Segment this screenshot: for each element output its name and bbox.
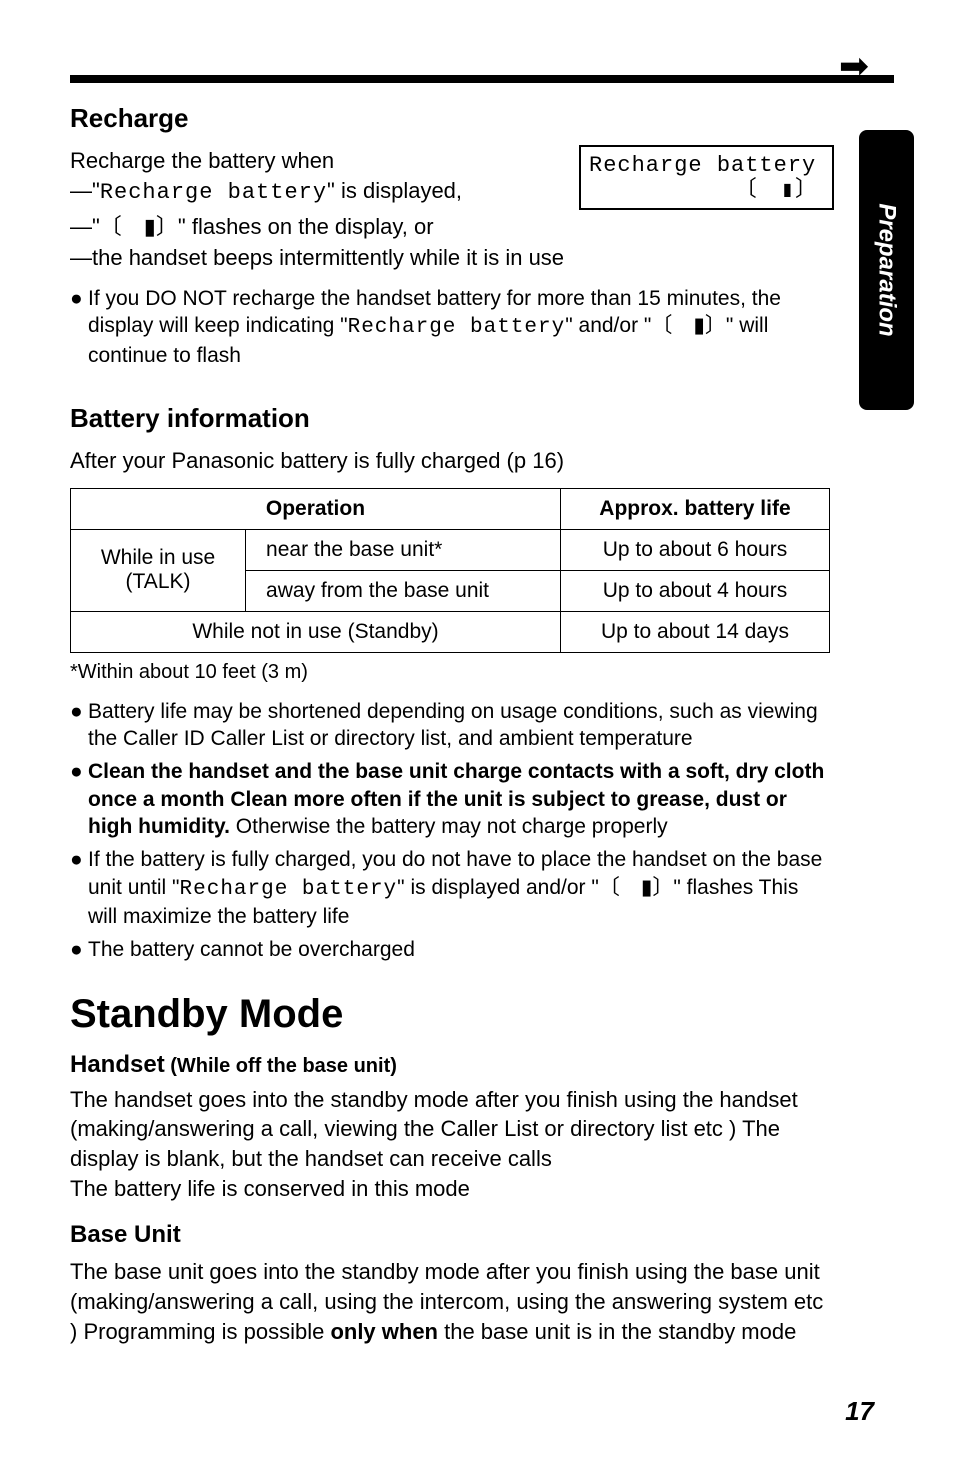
bullet-icon: ●: [70, 698, 88, 753]
cell-away-base: away from the base unit: [246, 570, 561, 611]
battery-note-2: Clean the handset and the base unit char…: [88, 758, 830, 840]
section-tab: Preparation: [859, 130, 914, 410]
handset-body: The handset goes into the standby mode a…: [70, 1085, 830, 1204]
text: the base unit is in the standby mode: [438, 1319, 796, 1344]
bullet-icon: ●: [70, 846, 88, 930]
page-content: Preparation Recharge battery 〔 ▮〕 Rechar…: [0, 0, 954, 1404]
recharge-cond-2: —"〔 ▮〕" flashes on the display, or: [70, 209, 830, 241]
battery-note-3: If the battery is fully charged, you do …: [88, 846, 830, 930]
page-number: 17: [845, 1396, 874, 1427]
th-operation: Operation: [71, 488, 561, 529]
text: —": [70, 178, 100, 203]
table-row: Operation Approx. battery life: [71, 488, 830, 529]
cell-14-days: Up to about 14 days: [560, 611, 829, 652]
bold-text: only when: [330, 1319, 438, 1344]
bullet-icon: ●: [70, 285, 88, 369]
next-page-arrow-icon: ➡: [839, 45, 869, 87]
cell-4-hours: Up to about 4 hours: [560, 570, 829, 611]
recharge-note-text: If you DO NOT recharge the handset batte…: [88, 285, 830, 369]
cell-while-in-use: While in use (TALK): [71, 529, 246, 611]
cell-standby: While not in use (Standby): [71, 611, 561, 652]
text: Handset: [70, 1051, 165, 1078]
paren-text: (While off the base unit): [165, 1055, 397, 1077]
handset-subheading: Handset (While off the base unit): [70, 1051, 830, 1079]
base-unit-body: The base unit goes into the standby mode…: [70, 1257, 830, 1346]
lcd-display-box: Recharge battery 〔 ▮〕: [579, 145, 834, 210]
recharge-note: ● If you DO NOT recharge the handset bat…: [70, 285, 830, 369]
battery-notes: ● Battery life may be shortened dependin…: [70, 698, 830, 964]
section-tab-label: Preparation: [873, 203, 901, 336]
battery-heading: Battery information: [70, 403, 830, 434]
battery-note-4: The battery cannot be overcharged: [88, 936, 830, 963]
bullet-icon: ●: [70, 758, 88, 840]
battery-life-table: Operation Approx. battery life While in …: [70, 488, 830, 653]
battery-note-1: Battery life may be shortened depending …: [88, 698, 830, 753]
mono-text: Recharge battery: [180, 878, 398, 901]
recharge-heading: Recharge: [70, 103, 830, 134]
base-unit-subheading: Base Unit: [70, 1221, 830, 1249]
th-life: Approx. battery life: [560, 488, 829, 529]
cell-near-base: near the base unit*: [246, 529, 561, 570]
mono-text: Recharge battery: [348, 316, 566, 339]
text: Otherwise the battery may not charge pro…: [230, 815, 668, 838]
divider: [70, 75, 894, 83]
standby-heading: Standby Mode: [70, 992, 830, 1037]
table-row: While not in use (Standby) Up to about 1…: [71, 611, 830, 652]
mono-text: Recharge battery: [100, 180, 327, 205]
recharge-cond-3: —the handset beeps intermittently while …: [70, 245, 830, 271]
lcd-line-1: Recharge battery: [589, 153, 824, 178]
table-row: While in use (TALK) near the base unit* …: [71, 529, 830, 570]
text: " is displayed,: [327, 178, 462, 203]
cell-6-hours: Up to about 6 hours: [560, 529, 829, 570]
table-footnote: *Within about 10 feet (3 m): [70, 661, 830, 684]
battery-intro: After your Panasonic battery is fully ch…: [70, 448, 830, 474]
bullet-icon: ●: [70, 936, 88, 963]
lcd-line-2: 〔 ▮〕: [589, 178, 824, 203]
